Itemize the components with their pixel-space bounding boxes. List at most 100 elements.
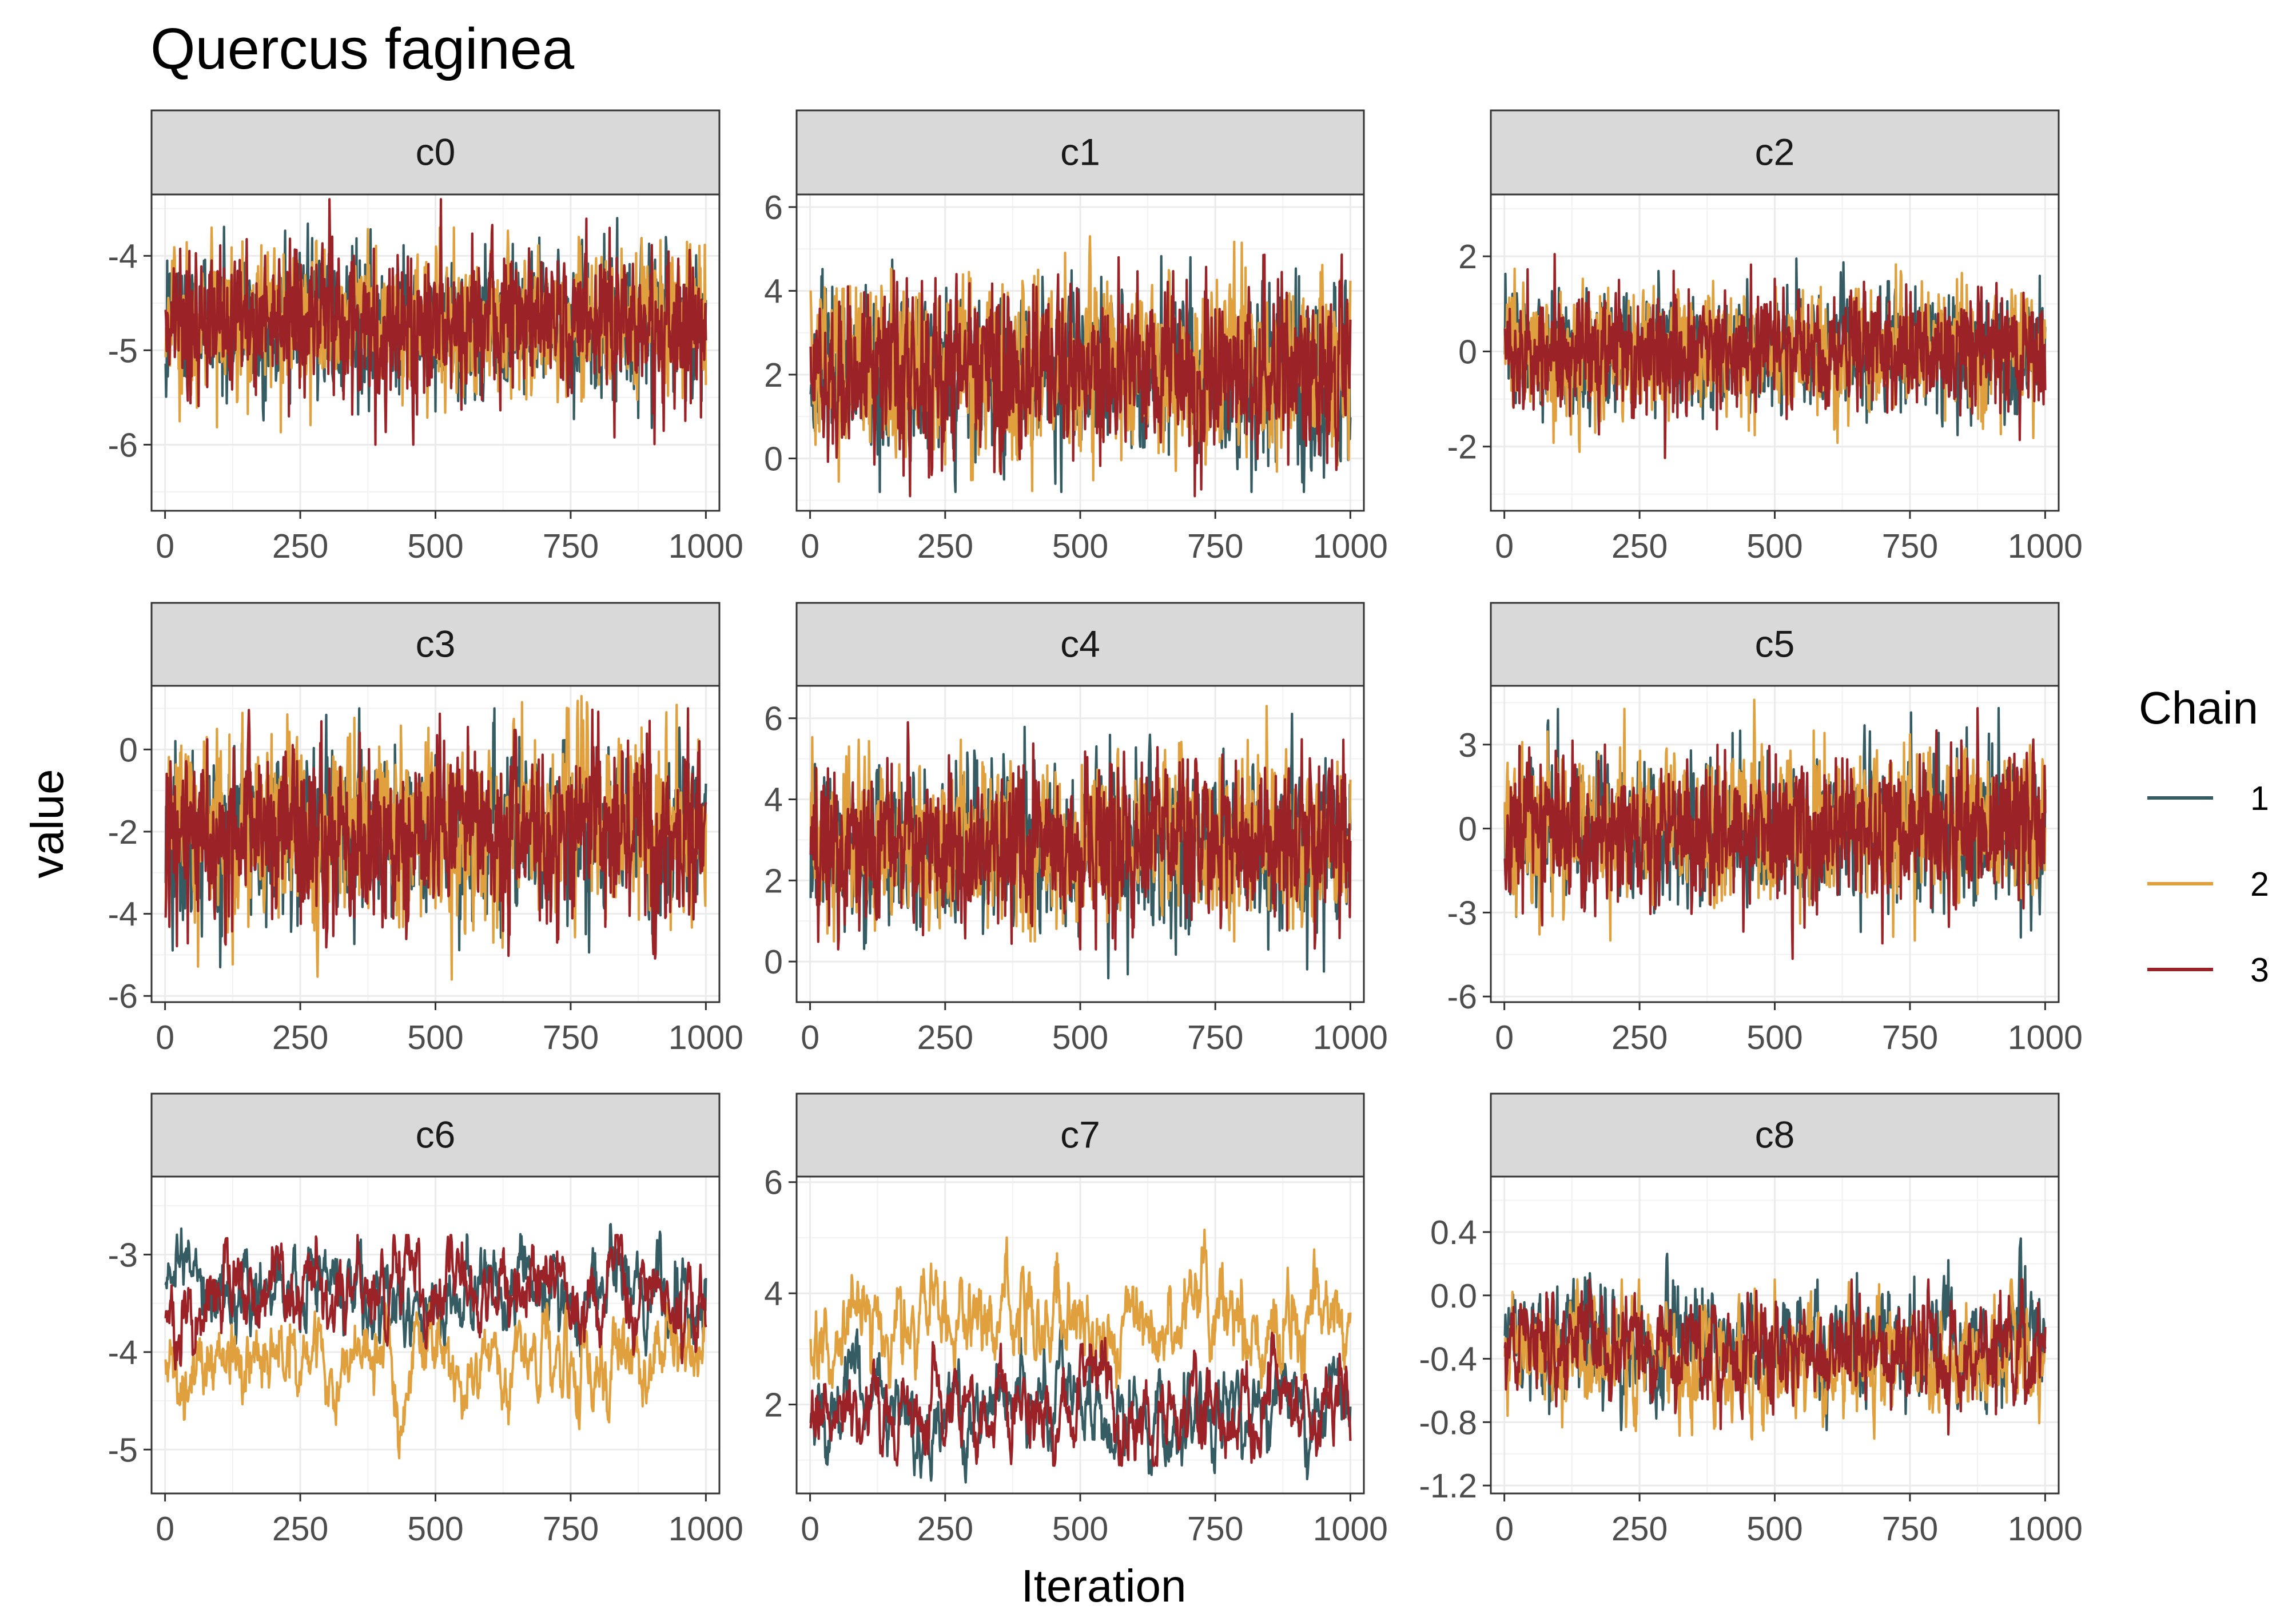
strip-c4 <box>795 602 1365 687</box>
y-tick-label: 0.0 <box>1430 1277 1477 1315</box>
x-tick-label: 250 <box>272 1019 328 1056</box>
strip-label-c5: c5 <box>1755 623 1795 665</box>
strip-label-c6: c6 <box>416 1114 456 1156</box>
y-tick-label: 6 <box>764 189 783 227</box>
x-tick-label: 500 <box>1052 1019 1108 1056</box>
y-tick-label: -5 <box>108 1431 138 1469</box>
y-tick-label: 2 <box>764 862 783 900</box>
x-tick-label: 250 <box>1611 1510 1668 1548</box>
strip-c0 <box>150 109 721 196</box>
strip-label-c3: c3 <box>416 623 456 665</box>
x-tick-label: 0 <box>801 1019 819 1056</box>
facet-c7: c7 0 250 500 750 1000 6 4 2 <box>764 1092 1388 1548</box>
trace-c2-chain-3 <box>1503 253 2047 459</box>
x-tick-label: 250 <box>1611 527 1668 565</box>
x-tick-label: 750 <box>543 1019 599 1056</box>
strip-label-c0: c0 <box>416 131 456 173</box>
y-tick-label: -1.2 <box>1419 1467 1477 1505</box>
strip-label-c7: c7 <box>1060 1114 1100 1156</box>
x-tick-label: 750 <box>1187 1510 1243 1548</box>
legend-title: Chain <box>2139 682 2258 733</box>
legend-label-3: 3 <box>2250 951 2269 989</box>
x-tick-label: 1000 <box>1313 1510 1388 1548</box>
y-tick-label: 6 <box>764 1164 783 1202</box>
strip-c8 <box>1490 1092 2060 1178</box>
trace-c7-chain-1 <box>809 1325 1352 1484</box>
facet-c4: c4 0 250 500 750 1000 6 4 2 0 <box>764 602 1388 1056</box>
x-tick-label: 750 <box>1882 527 1938 565</box>
x-tick-label: 1000 <box>1313 527 1388 565</box>
traces-c4 <box>809 705 1352 980</box>
strip-label-c8: c8 <box>1755 1114 1795 1156</box>
y-tick-label: 4 <box>764 781 783 819</box>
y-tick-label: -3 <box>108 1236 138 1274</box>
y-tick-label: 0 <box>1458 333 1477 371</box>
x-tick-label: 250 <box>917 1019 973 1056</box>
x-tick-label: 0 <box>156 527 174 565</box>
x-tick-label: 250 <box>917 1510 973 1548</box>
trace-c4-chain-3 <box>809 721 1352 951</box>
figure-title: Quercus faginea <box>150 17 575 81</box>
x-tick-label: 250 <box>272 1510 328 1548</box>
strip-label-c1: c1 <box>1060 131 1100 173</box>
x-tick-label: 250 <box>272 527 328 565</box>
strip-c3 <box>150 602 721 687</box>
x-tick-label: 750 <box>543 1510 599 1548</box>
facet-c0: c0 0 250 500 750 1000 -4 -5 -6 <box>108 109 743 565</box>
y-tick-label: -0.4 <box>1419 1341 1477 1378</box>
traces-c3 <box>164 694 707 981</box>
strip-label-c2: c2 <box>1755 131 1795 173</box>
legend-label-2: 2 <box>2250 865 2269 903</box>
x-tick-label: 500 <box>1746 1510 1802 1548</box>
x-tick-label: 500 <box>407 1510 463 1548</box>
strip-c7 <box>795 1092 1365 1178</box>
x-tick-label: 500 <box>1052 1510 1108 1548</box>
x-axis-title: Iteration <box>1021 1560 1186 1611</box>
y-tick-label: 4 <box>764 1275 783 1313</box>
traces-c6 <box>164 1223 707 1460</box>
x-tick-label: 1000 <box>668 527 743 565</box>
x-tick-label: 0 <box>156 1510 174 1548</box>
y-tick-label: -6 <box>108 978 138 1015</box>
y-tick-label: 0 <box>119 731 138 769</box>
traces-c2 <box>1503 253 2047 459</box>
x-tick-label: 1000 <box>668 1510 743 1548</box>
trace-c6-chain-3 <box>164 1234 707 1371</box>
x-tick-label: 1000 <box>1313 1019 1388 1056</box>
trace-c7-chain-2 <box>809 1228 1352 1389</box>
y-tick-label: -4 <box>108 1334 138 1372</box>
facet-c6: c6 0 250 500 750 1000 -3 -4 -5 <box>108 1092 743 1548</box>
traces-c7 <box>809 1228 1352 1484</box>
y-tick-label: -6 <box>108 426 138 464</box>
x-tick-label: 500 <box>1746 527 1802 565</box>
facet-c1: c1 0 250 500 750 1000 6 4 2 0 <box>764 109 1388 565</box>
facet-c3: c3 0 250 500 750 1000 0 -2 -4 -6 <box>108 602 743 1056</box>
x-tick-label: 500 <box>1052 527 1108 565</box>
trace-c7-chain-3 <box>809 1332 1352 1467</box>
trace-c5-chain-3 <box>1503 707 2047 960</box>
y-tick-label: 2 <box>764 1386 783 1424</box>
y-tick-label: -4 <box>108 896 138 933</box>
facet-c8: c8 0 250 500 750 1000 0.4 0.0 -0.4 -0.8 -1.2 <box>1419 1092 2083 1548</box>
x-tick-label: 750 <box>1882 1510 1938 1548</box>
facet-panels: c0 0 250 500 750 1000 -4 -5 -6 c1 0 250 500 750 1000 6 4… <box>108 109 2083 1548</box>
x-tick-label: 0 <box>801 1510 819 1548</box>
y-tick-label: 2 <box>764 356 783 394</box>
y-tick-label: 0.4 <box>1430 1214 1477 1251</box>
legend-label-1: 1 <box>2250 780 2269 817</box>
x-tick-label: 0 <box>801 527 819 565</box>
y-tick-label: 6 <box>764 700 783 738</box>
y-tick-label: -3 <box>1447 894 1477 932</box>
y-tick-label: -0.8 <box>1419 1404 1477 1441</box>
y-tick-label: -2 <box>1447 428 1477 466</box>
y-tick-label: 3 <box>1458 726 1477 764</box>
y-tick-label: 2 <box>1458 238 1477 276</box>
x-tick-label: 750 <box>543 527 599 565</box>
y-tick-label: -4 <box>108 237 138 275</box>
chain-legend: Chain 1 2 3 <box>2139 682 2269 989</box>
y-tick-label: -5 <box>108 332 138 370</box>
x-tick-label: 500 <box>407 527 463 565</box>
strip-c5 <box>1490 602 2060 687</box>
trace-c0-chain-3 <box>164 198 707 446</box>
